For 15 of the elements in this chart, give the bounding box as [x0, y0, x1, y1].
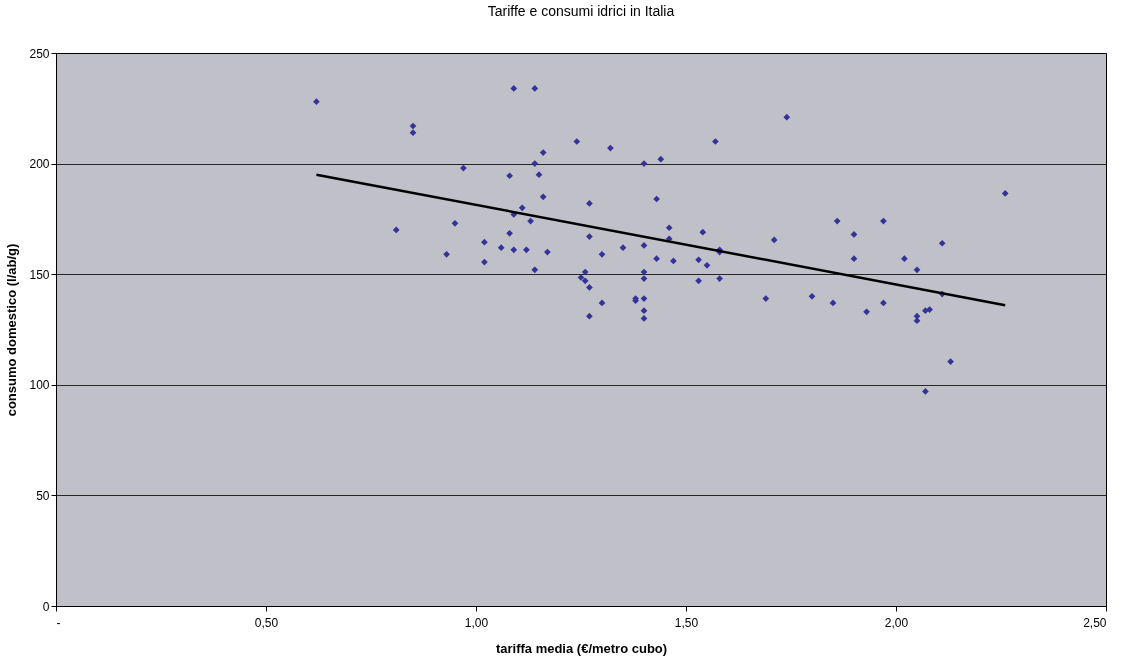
y-tick-label: 100: [29, 378, 50, 393]
x-tick-label: 1,00: [464, 615, 489, 630]
x-tick-label: 2,50: [1083, 615, 1107, 630]
x-tick-label: 0,50: [254, 615, 279, 630]
y-tick-label: 200: [29, 157, 50, 172]
x-tick-label: 2,00: [884, 615, 909, 630]
y-axis-title: consumo domestico (l/ab/g): [4, 243, 20, 417]
x-tick-label: -: [56, 615, 61, 630]
y-tick-label: 150: [29, 267, 50, 282]
chart-title: Tariffe e consumi idrici in Italia: [487, 3, 675, 19]
y-tick-label: 250: [29, 46, 50, 61]
x-tick-label: 1,50: [674, 615, 699, 630]
y-tick-label: 50: [36, 488, 50, 503]
y-tick-label: 0: [42, 599, 50, 614]
x-axis-title: tariffa media (€/metro cubo): [495, 640, 668, 656]
